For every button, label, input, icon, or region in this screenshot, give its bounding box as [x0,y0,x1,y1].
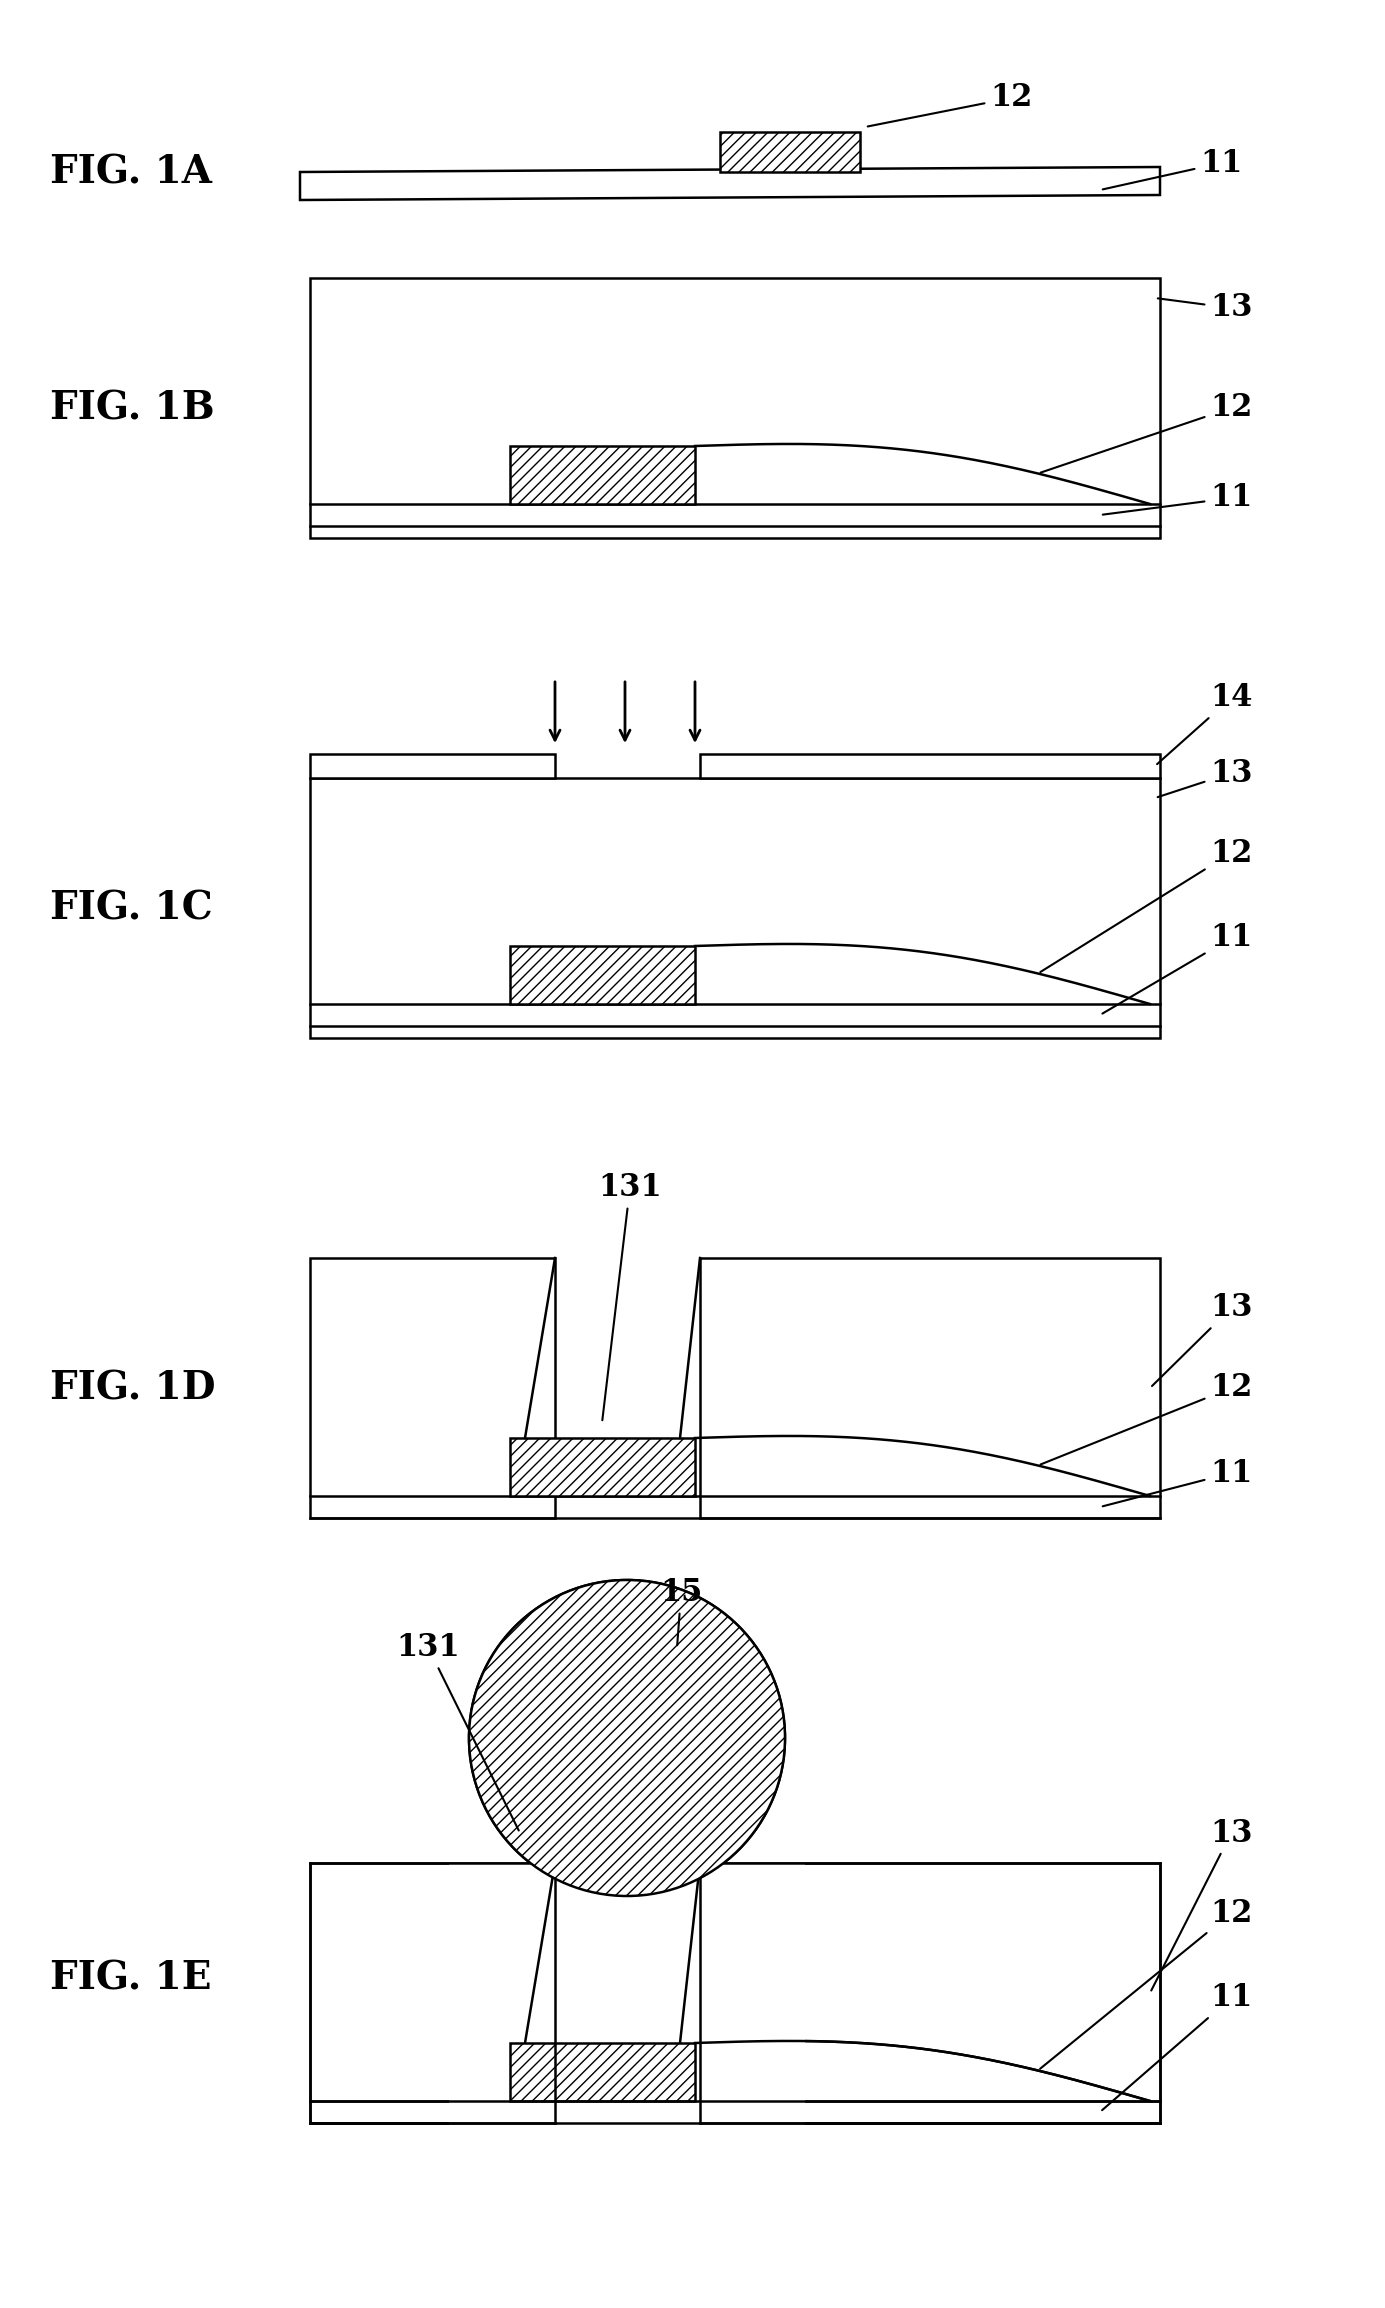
Bar [699,755,1161,778]
Text: 11: 11 [1102,1456,1252,1507]
Bar [699,1863,1161,2123]
Text: 15: 15 [661,1576,702,1646]
Ellipse shape [470,1581,785,1895]
Bar [720,132,860,173]
Text: FIG. 1E: FIG. 1E [50,1959,212,1996]
Text: 11: 11 [1102,482,1252,515]
Text: 12: 12 [868,83,1032,127]
Text: 131: 131 [396,1632,519,1830]
Text: 13: 13 [1158,757,1252,796]
Text: 12: 12 [1040,1897,1252,2068]
Text: FIG. 1B: FIG. 1B [50,390,215,427]
Text: 12: 12 [1040,392,1252,473]
Bar [510,946,695,1004]
Text: 12: 12 [1040,1373,1252,1466]
Text: 13: 13 [1151,1816,1252,1989]
Text: 13: 13 [1158,293,1252,323]
Bar [510,2043,695,2100]
Bar [699,1258,1161,1519]
Bar [310,277,1161,538]
Text: 12: 12 [1040,838,1252,972]
Text: 11: 11 [1102,923,1252,1013]
Text: FIG. 1C: FIG. 1C [50,889,213,928]
Bar [310,1258,555,1519]
Text: 14: 14 [1156,683,1252,764]
Text: FIG. 1D: FIG. 1D [50,1369,216,1408]
Text: 11: 11 [1102,1983,1252,2110]
Bar [510,1438,695,1496]
Bar [310,755,555,778]
Polygon shape [301,166,1161,201]
Bar [449,1863,805,2308]
Bar [510,445,695,503]
Text: 131: 131 [598,1172,662,1419]
Ellipse shape [470,1581,785,1895]
Bar [310,778,1161,1039]
Text: FIG. 1A: FIG. 1A [50,155,212,192]
Text: 11: 11 [1102,148,1242,189]
Bar [510,2043,695,2100]
Bar [310,1863,555,2123]
Text: 13: 13 [1152,1292,1252,1387]
